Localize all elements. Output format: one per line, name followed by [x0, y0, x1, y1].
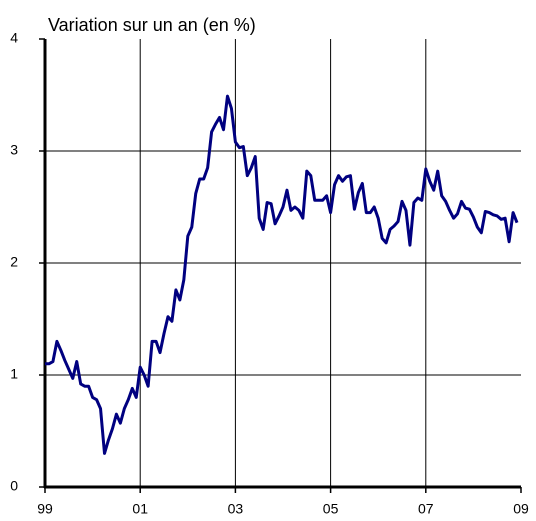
y-tick-label: 3 [10, 142, 18, 158]
chart-title: Variation sur un an (en %) [48, 15, 256, 35]
x-tick-label: 07 [418, 501, 434, 517]
x-tick-label: 09 [513, 501, 529, 517]
data-line [45, 94, 519, 455]
x-tick-label: 99 [37, 501, 53, 517]
y-tick-label: 0 [10, 478, 18, 494]
x-tick-label: 01 [132, 501, 148, 517]
y-tick-label: 1 [10, 366, 18, 382]
x-tick-label: 05 [323, 501, 339, 517]
x-tick-label: 03 [228, 501, 244, 517]
y-tick-label: 2 [10, 254, 18, 270]
y-tick-label: 4 [10, 30, 18, 46]
